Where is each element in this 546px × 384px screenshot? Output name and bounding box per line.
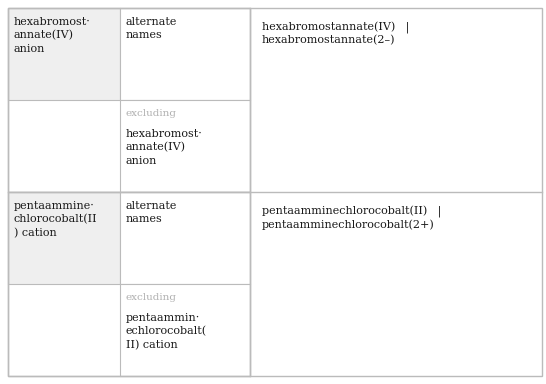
Bar xyxy=(8,8,250,192)
Text: hexabromostannate(2–): hexabromostannate(2–) xyxy=(262,35,395,45)
Text: pentaammin·
echlorocobalt(
II) cation: pentaammin· echlorocobalt( II) cation xyxy=(126,313,207,350)
Bar xyxy=(8,8,120,100)
Text: hexabromostannate(IV)   |: hexabromostannate(IV) | xyxy=(262,22,410,34)
Text: excluding: excluding xyxy=(126,293,177,302)
Bar xyxy=(8,192,120,284)
Bar xyxy=(120,100,250,192)
Bar xyxy=(8,192,250,376)
Bar xyxy=(120,192,250,284)
Text: hexabromost·
annate(IV)
anion: hexabromost· annate(IV) anion xyxy=(126,129,203,166)
Text: pentaamminechlorocobalt(2+): pentaamminechlorocobalt(2+) xyxy=(262,219,435,230)
Text: pentaammine·
chlorocobalt(II
) cation: pentaammine· chlorocobalt(II ) cation xyxy=(14,201,98,238)
Text: alternate
names: alternate names xyxy=(126,201,177,224)
Bar xyxy=(120,8,250,100)
Bar xyxy=(120,284,250,376)
Text: hexabromost·
annate(IV)
anion: hexabromost· annate(IV) anion xyxy=(14,17,91,54)
Text: excluding: excluding xyxy=(126,109,177,118)
Text: pentaamminechlorocobalt(II)   |: pentaamminechlorocobalt(II) | xyxy=(262,206,441,218)
Text: alternate
names: alternate names xyxy=(126,17,177,40)
